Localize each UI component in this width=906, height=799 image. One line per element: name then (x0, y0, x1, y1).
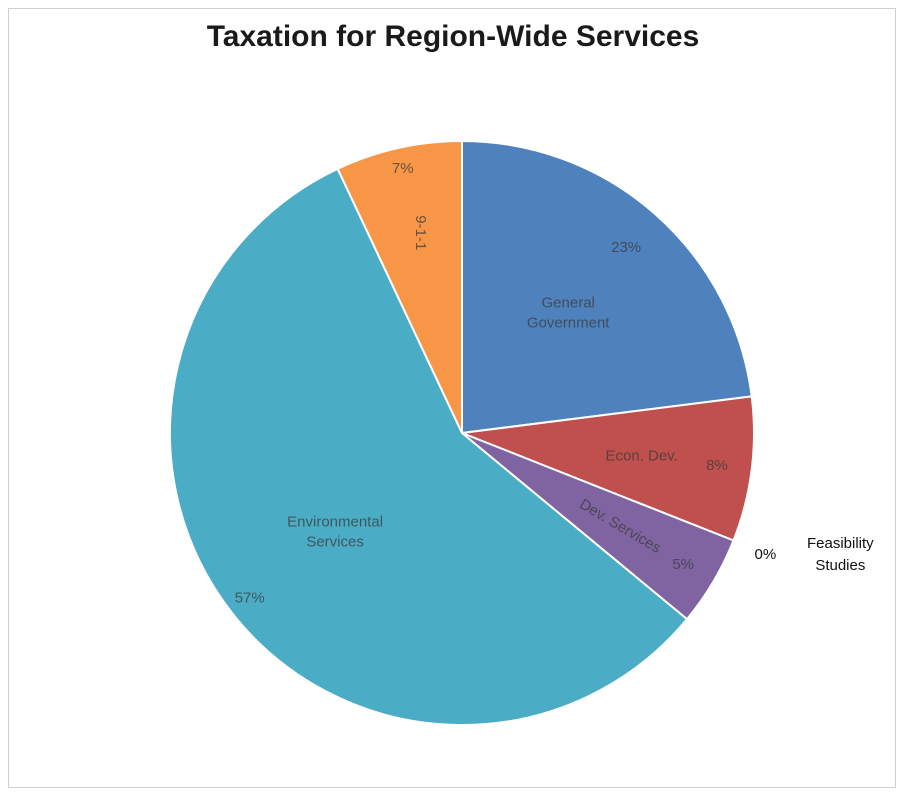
chart-title: Taxation for Region-Wide Services (206, 20, 700, 53)
category-label-environmental-services-1: Services (306, 533, 364, 550)
pie-slice-econ-dev (461, 395, 755, 542)
category-label-general-government-0: General (542, 295, 595, 312)
category-label-general-government-1: Government (527, 315, 610, 332)
category-label-feasibility-studies-0: Feasibility (807, 535, 874, 552)
percent-label-dev-services: 5% (672, 556, 694, 573)
percent-label-general-government: 23% (611, 239, 641, 256)
percent-label-feasibility-studies: 0% (755, 546, 777, 563)
pie-slice-general-government (461, 139, 753, 435)
category-label-feasibility-studies-1: Studies (815, 557, 865, 574)
category-label-9-1-1: 9-1-1 (412, 215, 429, 250)
pie-slice-9-1-1 (336, 139, 463, 434)
percent-label-9-1-1: 7% (392, 160, 414, 177)
pie-slice-environmental-services (169, 167, 689, 726)
category-label-environmental-services-0: Environmental (287, 513, 383, 530)
percent-label-environmental-services: 57% (235, 590, 265, 607)
category-label-econ-dev: Econ. Dev. (605, 448, 677, 465)
percent-label-econ-dev: 8% (706, 457, 728, 474)
